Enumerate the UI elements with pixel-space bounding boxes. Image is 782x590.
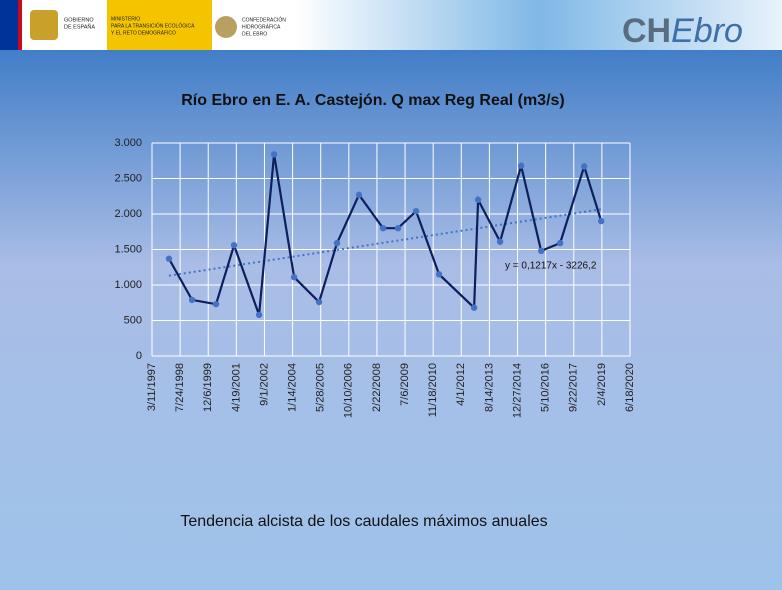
x-tick-label: 9/1/2002 xyxy=(258,363,270,406)
trendline-label: y = 0,1217x - 3226,2 xyxy=(505,261,597,272)
data-point xyxy=(598,217,605,225)
data-point xyxy=(470,304,478,311)
x-tick-label: 8/14/2013 xyxy=(483,363,495,412)
data-point xyxy=(255,311,263,319)
eu-flag xyxy=(0,0,18,50)
y-tick-label: 1.500 xyxy=(114,243,142,255)
ministry-text: MINISTERIO xyxy=(111,16,140,22)
data-point xyxy=(496,238,504,245)
chebro-seal xyxy=(215,16,237,38)
x-tick-label: 3/11/1997 xyxy=(146,363,158,411)
confed-text: CONFEDERACIÓN xyxy=(242,16,286,23)
data-point xyxy=(394,225,402,232)
y-tick-label: 2.000 xyxy=(114,208,142,220)
data-point xyxy=(188,296,196,304)
x-tick-label: 5/28/2005 xyxy=(315,363,327,412)
data-point xyxy=(412,207,420,215)
x-tick-label: 2/22/2008 xyxy=(371,363,383,412)
x-tick-label: 7/6/2009 xyxy=(399,363,411,406)
data-point xyxy=(379,225,387,232)
x-tick-label: 10/10/2006 xyxy=(343,363,355,418)
data-point xyxy=(212,300,220,308)
brand-a: CH xyxy=(622,12,671,50)
data-point xyxy=(580,163,588,170)
data-point xyxy=(435,271,443,278)
y-tick-label: 2.500 xyxy=(114,172,142,184)
y-tick-label: 1.000 xyxy=(114,279,142,291)
header-wave xyxy=(295,0,782,50)
x-tick-label: 6/18/2020 xyxy=(624,363,636,412)
ministry-text: Y EL RETO DEMOGRÁFICO xyxy=(111,29,176,36)
data-point xyxy=(315,298,323,306)
x-tick-label: 1/14/2004 xyxy=(286,363,298,412)
chart-title: Río Ebro en E. A. Castejón. Q max Reg Re… xyxy=(181,92,565,109)
x-tick-label: 5/10/2016 xyxy=(540,363,552,412)
data-point xyxy=(165,255,173,262)
data-point xyxy=(556,239,564,247)
data-line xyxy=(168,154,603,316)
data-point xyxy=(537,247,545,255)
confed-text: HIDROGRÁFICA xyxy=(242,23,281,30)
ministry-box xyxy=(107,0,212,50)
data-point xyxy=(517,162,525,169)
data-point xyxy=(230,242,238,249)
data-point xyxy=(355,191,363,199)
data-point xyxy=(474,196,482,203)
gov-text: GOBIERNO xyxy=(64,17,94,23)
coat-of-arms xyxy=(30,10,58,40)
x-tick-label: 4/1/2012 xyxy=(455,363,467,406)
data-point xyxy=(290,273,298,281)
x-tick-label: 11/18/2010 xyxy=(427,363,439,417)
x-tick-label: 12/6/1999 xyxy=(202,363,214,412)
ministry-text: PARA LA TRANSICIÓN ECOLÓGICA xyxy=(111,22,195,29)
y-tick-label: 500 xyxy=(124,314,142,326)
data-point xyxy=(270,151,278,158)
x-tick-label: 2/4/2019 xyxy=(596,363,608,406)
y-tick-label: 0 xyxy=(136,350,142,362)
y-tick-label: 3.000 xyxy=(114,137,142,149)
caption: Tendencia alcista de los caudales máximo… xyxy=(180,513,547,530)
confed-text: DEL EBRO xyxy=(242,31,267,37)
flag-stripe xyxy=(18,0,22,50)
x-tick-label: 9/22/2017 xyxy=(568,363,580,412)
x-tick-label: 7/24/1998 xyxy=(174,363,186,412)
x-tick-label: 12/27/2014 xyxy=(511,363,523,418)
data-point xyxy=(333,239,341,247)
x-tick-label: 4/19/2001 xyxy=(230,363,242,412)
brand-b: Ebro xyxy=(671,12,743,50)
brand: CHEbro xyxy=(622,12,743,50)
gov-text: DE ESPAÑA xyxy=(64,23,95,30)
